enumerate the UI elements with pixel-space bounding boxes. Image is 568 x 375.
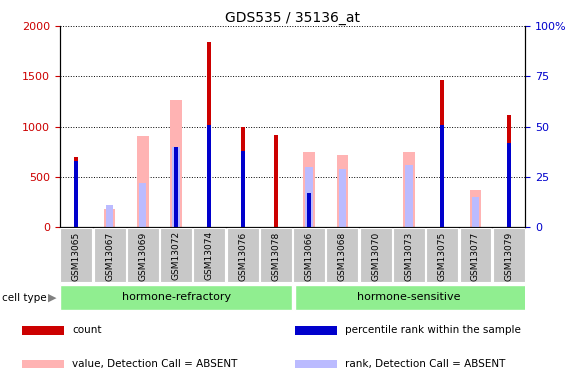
Text: hormone-refractory: hormone-refractory (122, 292, 231, 302)
Text: percentile rank within the sample: percentile rank within the sample (345, 326, 520, 336)
Bar (74, 160, 78, 227)
Text: GSM13073: GSM13073 (404, 231, 414, 280)
Text: value, Detection Call = ABSENT: value, Detection Call = ABSENT (72, 359, 237, 369)
Bar (22, 360, 64, 368)
Bar (307, 193, 311, 227)
Bar (207, 42, 211, 227)
Bar (470, 190, 481, 227)
Bar (440, 80, 444, 227)
Text: GSM13077: GSM13077 (471, 231, 480, 280)
Text: GSM13079: GSM13079 (504, 231, 513, 280)
FancyBboxPatch shape (393, 228, 425, 282)
FancyBboxPatch shape (293, 228, 325, 282)
Text: GSM13074: GSM13074 (205, 231, 214, 280)
Bar (137, 136, 149, 227)
Bar (295, 360, 337, 368)
Text: GSM13075: GSM13075 (438, 231, 446, 280)
Text: GSM13072: GSM13072 (172, 231, 181, 280)
Bar (173, 147, 179, 227)
Bar (104, 209, 115, 227)
Text: GSM13076: GSM13076 (238, 231, 247, 280)
FancyBboxPatch shape (127, 228, 159, 282)
FancyBboxPatch shape (160, 228, 192, 282)
Bar (22, 326, 64, 335)
Bar (74, 157, 78, 227)
FancyBboxPatch shape (295, 285, 526, 310)
Bar (339, 169, 346, 227)
Bar (139, 183, 147, 227)
Text: ▶: ▶ (48, 293, 57, 303)
FancyBboxPatch shape (193, 228, 225, 282)
Bar (472, 197, 479, 227)
FancyBboxPatch shape (94, 228, 126, 282)
Text: cell type: cell type (2, 293, 47, 303)
FancyBboxPatch shape (60, 285, 292, 310)
FancyBboxPatch shape (460, 228, 491, 282)
FancyBboxPatch shape (60, 228, 92, 282)
Bar (174, 147, 178, 227)
Text: GSM13078: GSM13078 (272, 231, 281, 280)
Text: GSM13066: GSM13066 (304, 231, 314, 280)
Text: rank, Detection Call = ABSENT: rank, Detection Call = ABSENT (345, 359, 505, 369)
Bar (295, 326, 337, 335)
Bar (440, 124, 444, 227)
FancyBboxPatch shape (327, 228, 358, 282)
Bar (303, 152, 315, 227)
Bar (507, 142, 511, 227)
FancyBboxPatch shape (426, 228, 458, 282)
Bar (406, 165, 412, 227)
Bar (207, 124, 211, 227)
Text: GSM13068: GSM13068 (338, 231, 347, 280)
Bar (106, 205, 113, 227)
Text: GSM13065: GSM13065 (72, 231, 81, 280)
Bar (170, 100, 182, 227)
FancyBboxPatch shape (493, 228, 525, 282)
FancyBboxPatch shape (360, 228, 392, 282)
Text: GSM13067: GSM13067 (105, 231, 114, 280)
FancyBboxPatch shape (227, 228, 258, 282)
FancyBboxPatch shape (260, 228, 292, 282)
Text: GSM13070: GSM13070 (371, 231, 380, 280)
Bar (337, 154, 348, 227)
Bar (241, 151, 245, 227)
Title: GDS535 / 35136_at: GDS535 / 35136_at (225, 11, 360, 25)
Bar (306, 166, 313, 227)
Text: hormone-sensitive: hormone-sensitive (357, 292, 461, 302)
Text: count: count (72, 326, 101, 336)
Bar (241, 127, 245, 227)
Text: GSM13069: GSM13069 (139, 231, 147, 280)
Bar (403, 152, 415, 227)
Bar (507, 114, 511, 227)
Bar (274, 135, 278, 227)
